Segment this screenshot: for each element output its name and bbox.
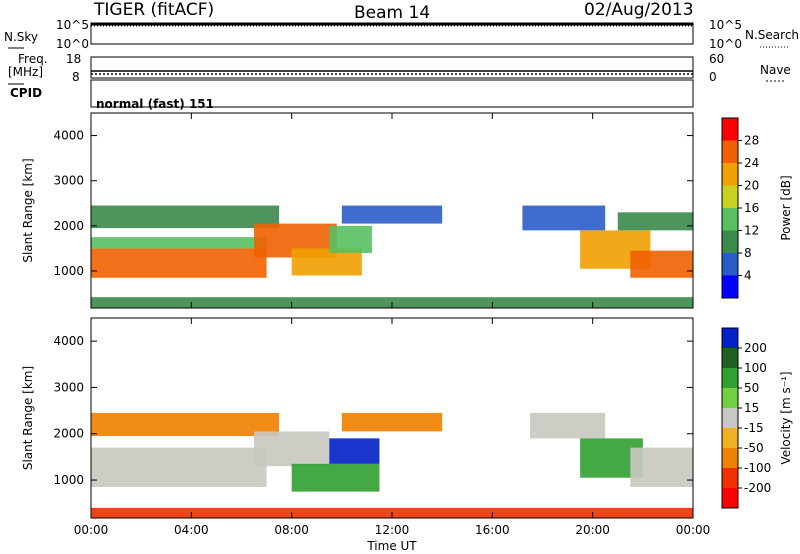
colorbar-segment xyxy=(722,163,738,186)
colorbar-segment xyxy=(722,488,738,509)
echo-band xyxy=(522,205,606,231)
echo-band xyxy=(91,412,280,437)
colorbar-tick-label: -15 xyxy=(744,421,764,435)
echo-band xyxy=(617,212,693,231)
cpid-label: CPID xyxy=(10,86,43,100)
echo-band xyxy=(91,447,267,487)
power-colorbar: 4 8 12 16 20 24 28 Power [dB] xyxy=(721,117,793,299)
x-tick-label: 08:00 xyxy=(274,523,309,537)
nsky-tick-top: 10^5 xyxy=(56,18,89,32)
radar-title: TIGER (fitACF) xyxy=(94,0,215,20)
freq-tick-bottom: 8 xyxy=(72,70,80,84)
nsearch-tick-bottom: 10^0 xyxy=(709,37,742,51)
echo-band xyxy=(291,463,380,492)
echo-band xyxy=(529,412,606,439)
colorbar-tick-label: 28 xyxy=(744,134,759,148)
x-tick-label: 00:00 xyxy=(74,523,109,537)
nave-tick-bottom: 0 xyxy=(709,70,717,84)
cpid-strip-frame xyxy=(90,79,694,108)
colorbar-segment xyxy=(722,230,738,254)
echo-band xyxy=(341,205,443,224)
colorbar-tick-label: 4 xyxy=(744,269,752,283)
nsearch-label: N.Search xyxy=(745,28,800,42)
echo-band xyxy=(341,412,443,432)
colorbar-tick-label: 100 xyxy=(744,361,767,375)
colorbar-segment xyxy=(722,388,738,409)
colorbar-tick-label: -200 xyxy=(744,481,771,495)
nave-tick-top: 60 xyxy=(709,52,725,66)
colorbar-label: Velocity [m s⁻¹] xyxy=(779,371,793,464)
x-tick-label: 04:00 xyxy=(174,523,209,537)
colorbar-label: Power [dB] xyxy=(779,175,793,240)
power-panel: 1000 2000 3000 4000 Slant Range [km] xyxy=(21,112,694,309)
colorbar-segment xyxy=(722,448,738,469)
beam-title: Beam 14 xyxy=(354,3,431,23)
colorbar-tick-label: 50 xyxy=(744,381,759,395)
echo-band xyxy=(91,205,280,229)
freq-strip-frame xyxy=(90,56,694,79)
y-axis-label: Slant Range [km] xyxy=(21,366,35,470)
velocity-panel: 1000 2000 3000 4000 Slant Range [km] xyxy=(21,317,694,519)
colorbar-segment xyxy=(722,118,738,141)
y-tick-label: 3000 xyxy=(53,174,84,188)
colorbar-frame xyxy=(721,327,739,509)
echo-band xyxy=(329,438,380,464)
x-tick-label: 12:00 xyxy=(375,523,410,537)
y-tick-label: 1000 xyxy=(53,473,84,487)
y-tick-label: 2000 xyxy=(53,427,84,441)
time-axis: 00:00 04:00 08:00 12:00 16:00 20:00 00:00 Time … xyxy=(74,523,711,553)
y-tick-label: 3000 xyxy=(53,380,84,394)
cpid-value: normal (fast) 151 xyxy=(96,97,214,111)
colorbar-tick-label: -100 xyxy=(744,461,771,475)
colorbar-segment xyxy=(722,468,738,489)
colorbar-segment xyxy=(722,428,738,449)
y-tick-label: 4000 xyxy=(53,334,84,348)
colorbar-segment xyxy=(722,208,738,231)
colorbar-segment xyxy=(722,348,738,369)
x-tick-label: 20:00 xyxy=(575,523,610,537)
parameter-strips xyxy=(8,22,790,108)
x-tick-label: 00:00 xyxy=(676,523,711,537)
echo-band xyxy=(630,250,693,278)
colorbar-segment xyxy=(722,275,738,299)
y-tick-label: 1000 xyxy=(53,264,84,278)
echo-band xyxy=(630,447,693,487)
date-title: 02/Aug/2013 xyxy=(584,0,694,20)
colorbar-tick-label: 24 xyxy=(744,156,759,170)
velocity-colorbar: 200 100 50 15 -15 -50 -100 -200 Velocity [m s⁻¹] xyxy=(721,327,793,509)
nave-label: Nave xyxy=(760,63,791,77)
echo-band xyxy=(91,248,267,278)
y-axis-label: Slant Range [km] xyxy=(21,158,35,262)
colorbar-tick-label: 8 xyxy=(744,246,752,260)
x-tick-label: 16:00 xyxy=(475,523,510,537)
freq-tick-top: 18 xyxy=(66,52,82,66)
colorbar-tick-label: 200 xyxy=(744,341,767,355)
colorbar-tick-label: 20 xyxy=(744,179,759,193)
y-tick-label: 4000 xyxy=(53,129,84,143)
colorbar-segment xyxy=(722,185,738,209)
echo-band xyxy=(329,225,372,253)
echo-band xyxy=(91,237,267,249)
y-tick-label: 2000 xyxy=(53,219,84,233)
freq-label: Freq. xyxy=(18,52,48,66)
colorbar-segment xyxy=(722,368,738,389)
colorbar-segment xyxy=(722,328,738,349)
colorbar-tick-label: 15 xyxy=(744,401,759,415)
colorbar-tick-label: 16 xyxy=(744,201,759,215)
colorbar-tick-label: 12 xyxy=(744,224,759,238)
colorbar-segment xyxy=(722,140,738,164)
nsky-label: N.Sky xyxy=(4,30,39,44)
x-axis-label: Time UT xyxy=(366,539,417,553)
echo-band xyxy=(254,431,330,467)
nsky-tick-bottom: 10^0 xyxy=(56,37,89,51)
nsearch-tick-top: 10^5 xyxy=(709,18,742,32)
colorbar-segment xyxy=(722,408,738,429)
nsky-strip-frame xyxy=(90,22,694,45)
colorbar-segment xyxy=(722,253,738,276)
colorbar-tick-label: -50 xyxy=(744,441,764,455)
freq-unit: [MHz] xyxy=(8,65,44,79)
